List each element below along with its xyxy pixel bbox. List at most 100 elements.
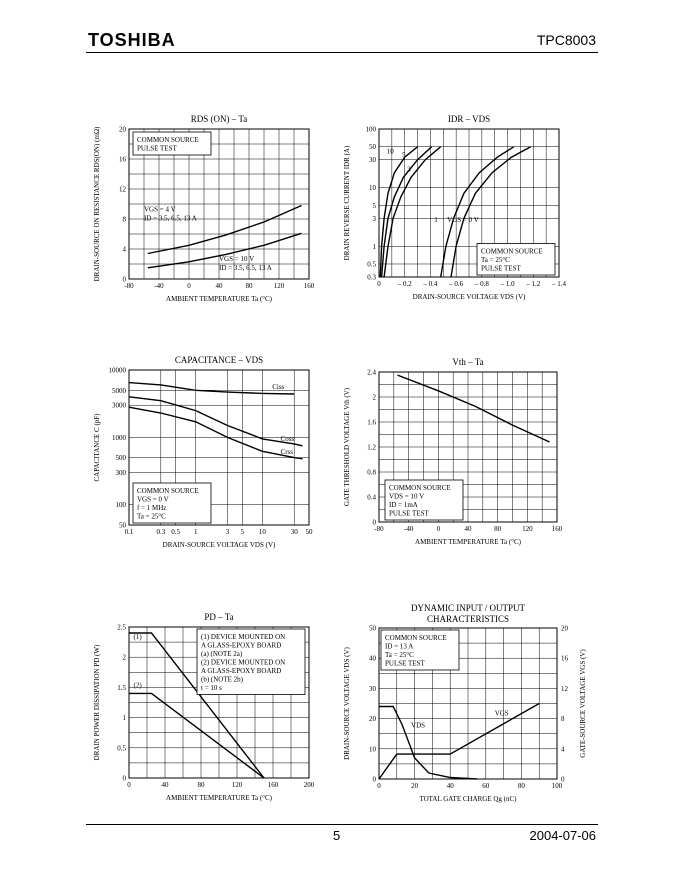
y-tick-label: 100 <box>116 501 127 509</box>
annotation: VDS <box>411 722 425 730</box>
condition-text: PULSE TEST <box>137 145 177 153</box>
series-line-0 <box>450 146 532 278</box>
y-tick-label: 0.5 <box>367 260 376 268</box>
x-tick-label: 160 <box>268 781 279 789</box>
chart-title: RDS (ON) – Ta <box>191 114 247 124</box>
annotation: VGS <box>495 710 509 718</box>
condition-text: COMMON SOURCE <box>137 487 199 495</box>
series-line-0 <box>147 204 302 255</box>
x-tick-label: 120 <box>522 525 533 533</box>
y-tick-label: 1.6 <box>367 419 376 427</box>
annotation: ID = 3.5, 6.5, 13 A <box>219 264 272 272</box>
y2-tick-label: 0 <box>561 776 565 784</box>
y-tick-label: 1000 <box>112 434 127 442</box>
x-tick-label: 0 <box>437 525 441 533</box>
x-tick-label: – 0.6 <box>448 280 464 288</box>
y-tick-label: 50 <box>369 625 377 633</box>
y-tick-label: 30 <box>369 156 377 164</box>
x-tick-label: 80 <box>518 782 526 790</box>
annotation: 3 <box>407 165 411 173</box>
series-line-5 <box>380 146 433 278</box>
annotation: VGS = 10 V <box>219 255 254 263</box>
chart-cap: 0.1 0.3 0.5 1 3 5 10 30 50 50 100 300 500 1000 3000 500… <box>93 355 313 549</box>
x-tick-label: – 1.0 <box>500 280 516 288</box>
condition-text: ID = 1mA <box>389 501 418 509</box>
x-tick-label: 5 <box>241 528 245 536</box>
chart-rds: -80 -40 0 40 80 120 160 0 4 8 12 16 20 RDS (ON) – Ta A… <box>93 114 315 303</box>
x-tick-label: 160 <box>304 282 315 290</box>
x-tick-label: – 1.2 <box>525 280 541 288</box>
chart-subtitle: CHARACTERISTICS <box>427 614 509 624</box>
y-tick-label: 3000 <box>112 402 127 410</box>
y-tick-label: 0 <box>123 775 127 783</box>
y-tick-label: 2.5 <box>117 624 126 632</box>
chart-title: PD – Ta <box>204 612 233 622</box>
x-axis-label: DRAIN-SOURCE VOLTAGE VDS (V) <box>413 293 526 301</box>
y2-tick-label: 4 <box>561 745 565 753</box>
x-tick-label: – 0.4 <box>422 280 438 288</box>
y-axis-label: GATE THRESHOLD VOLTAGE Vth (V) <box>343 387 351 506</box>
y-tick-label: 20 <box>119 126 127 134</box>
chart-idr: 0 – 0.2 – 0.4 – 0.6 – 0.8 – 1.0 – 1.2 – 1.4 0.3 0… <box>343 114 567 301</box>
condition-text: ID = 13 A <box>385 643 413 651</box>
series-line-1 <box>147 232 302 269</box>
series-label-Crss: Crss <box>281 448 294 456</box>
x-tick-label: 1 <box>194 528 198 536</box>
condition-text: COMMON SOURCE <box>137 136 199 144</box>
y-tick-label: 30 <box>369 685 377 693</box>
chart-dyn: 0 20 40 60 80 10001020304050048121620DYNAMIC … <box>343 603 587 803</box>
annotation: 5 <box>402 151 406 159</box>
condition-text: (2) DEVICE MOUNTED ON <box>201 659 285 667</box>
chart-title: DYNAMIC INPUT / OUTPUT <box>411 603 526 613</box>
y-axis-label: DRAIN-SOURCE ON RESISTANCE RDS(ON) (mΩ) <box>93 126 101 281</box>
series-line-Crss <box>128 406 303 460</box>
x-tick-label: 0 <box>187 282 191 290</box>
y-tick-label: 5000 <box>112 387 127 395</box>
y2-tick-label: 16 <box>561 655 569 663</box>
y-tick-label: 50 <box>369 143 377 151</box>
chart-pd: 0 40 80 120 160 200 0 0.5 1 1.5 2 2.5 PD – Ta AMBIENT… <box>93 612 315 802</box>
annotation: ID = 3.5, 6.5, 13 A <box>144 215 197 223</box>
series-line-1 <box>440 146 515 278</box>
footer-rule <box>86 824 598 825</box>
annotation: (2) <box>134 681 143 689</box>
header-rule <box>86 52 598 53</box>
y-tick-label: 2.4 <box>367 369 376 377</box>
annotation: (1) <box>134 633 143 641</box>
x-tick-label: 0.5 <box>171 528 180 536</box>
part-number: TPC8003 <box>536 32 596 48</box>
y-tick-label: 1.2 <box>367 444 376 452</box>
x-tick-label: – 0.2 <box>397 280 413 288</box>
y2-tick-label: 8 <box>561 715 565 723</box>
y-tick-label: 2 <box>373 394 377 402</box>
y2-tick-label: 20 <box>561 625 569 633</box>
series-line-Coss <box>128 396 303 447</box>
y2-axis-label: GATE-SOURCE VOLTAGE VGS (V) <box>579 649 587 758</box>
condition-text: VGS = 0 V <box>137 496 169 504</box>
x-axis-label: AMBIENT TEMPERATURE Ta (°C) <box>166 794 273 802</box>
plot-frame <box>128 128 310 280</box>
x-tick-label: 40 <box>465 525 473 533</box>
series-line-VGS <box>378 702 540 780</box>
y-tick-label: 0.3 <box>367 274 376 282</box>
y-tick-label: 20 <box>369 715 377 723</box>
plot-frame <box>128 369 310 526</box>
condition-text: t = 10 s <box>201 684 222 692</box>
x-tick-label: – 0.8 <box>474 280 490 288</box>
condition-text: VDS = 10 V <box>389 493 424 501</box>
x-axis-label: AMBIENT TEMPERATURE Ta (°C) <box>415 538 522 546</box>
condition-box <box>476 243 556 276</box>
y-tick-label: 100 <box>366 126 377 134</box>
plot-frame <box>378 371 558 523</box>
x-tick-label: 200 <box>304 781 315 789</box>
x-tick-label: 120 <box>274 282 285 290</box>
y-tick-label: 500 <box>116 454 127 462</box>
condition-text: Ta = 25°C <box>385 651 414 659</box>
condition-text: (a) (NOTE 2a) <box>201 650 243 658</box>
condition-box <box>132 131 212 156</box>
y-tick-label: 0.8 <box>367 469 376 477</box>
x-tick-label: -40 <box>154 282 164 290</box>
series-line-(2) <box>129 692 265 779</box>
condition-text: Ta = 25°C <box>481 256 510 264</box>
